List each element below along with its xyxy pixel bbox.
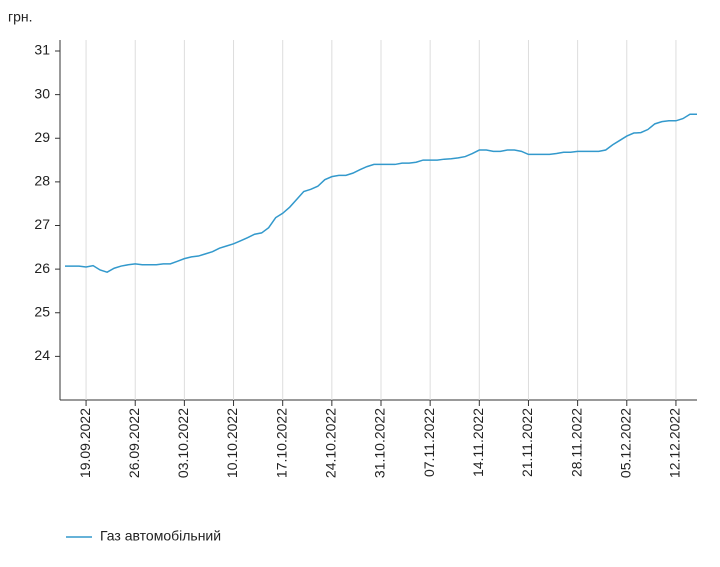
y-axis-label: грн. [8,9,33,25]
y-tick-label: 31 [34,42,50,58]
y-tick-label: 30 [34,85,50,101]
x-tick-label: 10.10.2022 [224,408,240,478]
x-tick-label: 28.11.2022 [568,408,584,477]
x-tick-label: 03.10.2022 [175,408,191,478]
y-tick-label: 26 [34,260,50,276]
x-tick-label: 31.10.2022 [372,408,388,478]
legend-label: Газ автомобільний [100,528,221,544]
x-tick-label: 26.09.2022 [126,408,142,478]
line [65,113,697,273]
x-tick-label: 07.11.2022 [421,408,437,477]
y-tick-label: 28 [34,173,50,189]
x-tick-label: 21.11.2022 [519,408,535,477]
x-tick-label: 12.12.2022 [667,408,683,478]
x-tick-label: 17.10.2022 [273,408,289,478]
y-tick-label: 27 [34,216,50,232]
x-tick-label: 19.09.2022 [77,408,93,478]
y-tick-label: 29 [34,129,50,145]
y-tick-label: 24 [34,347,50,363]
x-tick-label: 05.12.2022 [617,408,633,478]
x-tick-label: 24.10.2022 [323,408,339,478]
y-tick-label: 25 [34,303,50,319]
x-tick-label: 14.11.2022 [470,408,486,477]
